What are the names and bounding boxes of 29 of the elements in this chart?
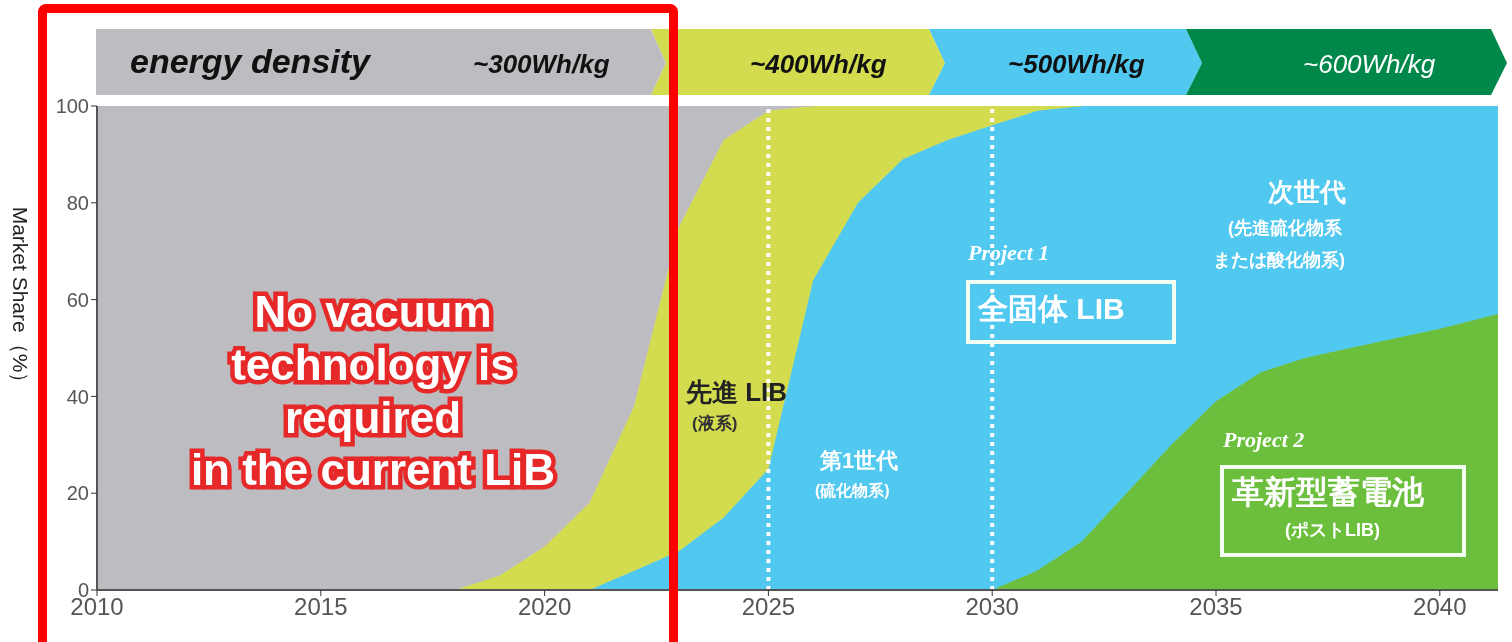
y-tick-label: 40 — [66, 385, 89, 408]
text: ~300Wh/kg — [473, 49, 610, 80]
x-tick-label: 2015 — [294, 593, 348, 621]
annotation: 次世代 — [1268, 177, 1346, 208]
y-tick-label: 100 — [55, 95, 89, 118]
annotation: 革新型蓄電池 — [1232, 474, 1424, 511]
text: ~500Wh/kg — [1008, 49, 1145, 80]
x-tick-label: 2025 — [741, 593, 796, 621]
y-tick-label: 60 — [66, 288, 89, 311]
annotation: No vacuum technology is required in the current LiB — [189, 286, 557, 497]
y-tick-label: 80 — [66, 191, 89, 214]
annotation: 先進 LIB — [686, 377, 788, 408]
annotation: Project 2 — [1223, 427, 1305, 453]
y-tick-label: 20 — [66, 482, 89, 505]
y-axis-title: Market Share（%） — [8, 206, 33, 394]
text: energy density — [130, 42, 370, 82]
x-tick-label: 2040 — [1413, 593, 1467, 621]
text: ~400Wh/kg — [750, 49, 887, 80]
annotation: (液系) — [692, 414, 738, 434]
annotation: (硫化物系) — [815, 482, 890, 501]
x-tick-label: 2035 — [1189, 593, 1243, 621]
annotation: (先進硫化物系 — [1228, 218, 1342, 239]
annotation: Project 1 — [968, 240, 1050, 266]
annotation: (ポストLIB) — [1285, 520, 1380, 541]
annotation: 第1世代 — [820, 448, 899, 474]
annotation: または酸化物系) — [1213, 250, 1345, 271]
x-tick-label: 2030 — [965, 593, 1019, 621]
text: ~600Wh/kg — [1303, 49, 1436, 80]
x-tick-label: 2020 — [517, 593, 572, 621]
